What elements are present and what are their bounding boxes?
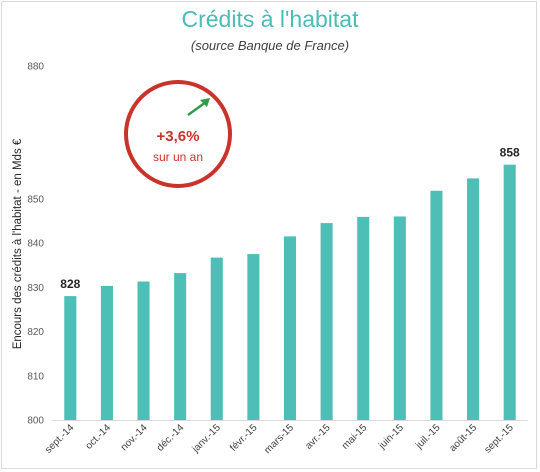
bar [210,257,223,420]
y-tick-label: 830 [27,283,44,294]
y-tick-label: 810 [27,371,44,382]
x-tick-label: nov.-14 [119,422,150,453]
bar [467,178,480,420]
x-tick-label: sept.-14 [43,422,77,456]
bar [430,190,443,420]
x-tick-label: juil.-15 [413,422,443,452]
y-tick-label: 800 [27,416,44,427]
bar [247,254,260,420]
bar [357,216,370,420]
x-tick-label: mai-15 [340,422,370,452]
x-tick-label: déc.-14 [155,422,187,454]
bar [137,281,150,420]
y-tick-label: 850 [27,194,44,205]
data-label: 858 [500,146,520,160]
x-tick-label: janv.-15 [190,422,223,455]
bar [174,273,187,420]
x-tick-label: août-15 [447,422,479,454]
bar [283,236,297,420]
y-axis: 800 810 820 830 840 850 880 [27,62,44,427]
x-tick-label: févr.-15 [228,422,260,454]
growth-badge: +3,6% sur un an [124,80,232,188]
bar-series [64,164,516,420]
x-tick-label: sept.-15 [482,422,516,456]
bar [100,285,113,420]
chart-title: Crédits à l'habitat [181,6,359,32]
y-tick-label: 840 [27,239,44,250]
bar [320,223,333,420]
y-tick-label: 880 [27,62,44,73]
data-labels: 828 858 [60,146,520,291]
growth-value: +3,6% [156,128,200,145]
trend-up-arrow-icon [187,98,210,117]
y-tick-label: 820 [27,327,44,338]
x-tick-label: avr.-15 [303,422,333,452]
x-tick-label: oct.-14 [84,422,114,452]
x-tick-label: mars-15 [262,422,296,456]
data-label: 828 [60,277,80,291]
chart-subtitle: (source Banque de France) [190,38,350,53]
bar [64,296,77,420]
bar [393,216,406,420]
bar [503,164,516,420]
x-axis: sept.-14 oct.-14 nov.-14 déc.-14 janv.-15 fév… [43,420,528,456]
x-tick-label: juin-15 [376,422,406,452]
growth-period: sur un an [152,150,204,164]
